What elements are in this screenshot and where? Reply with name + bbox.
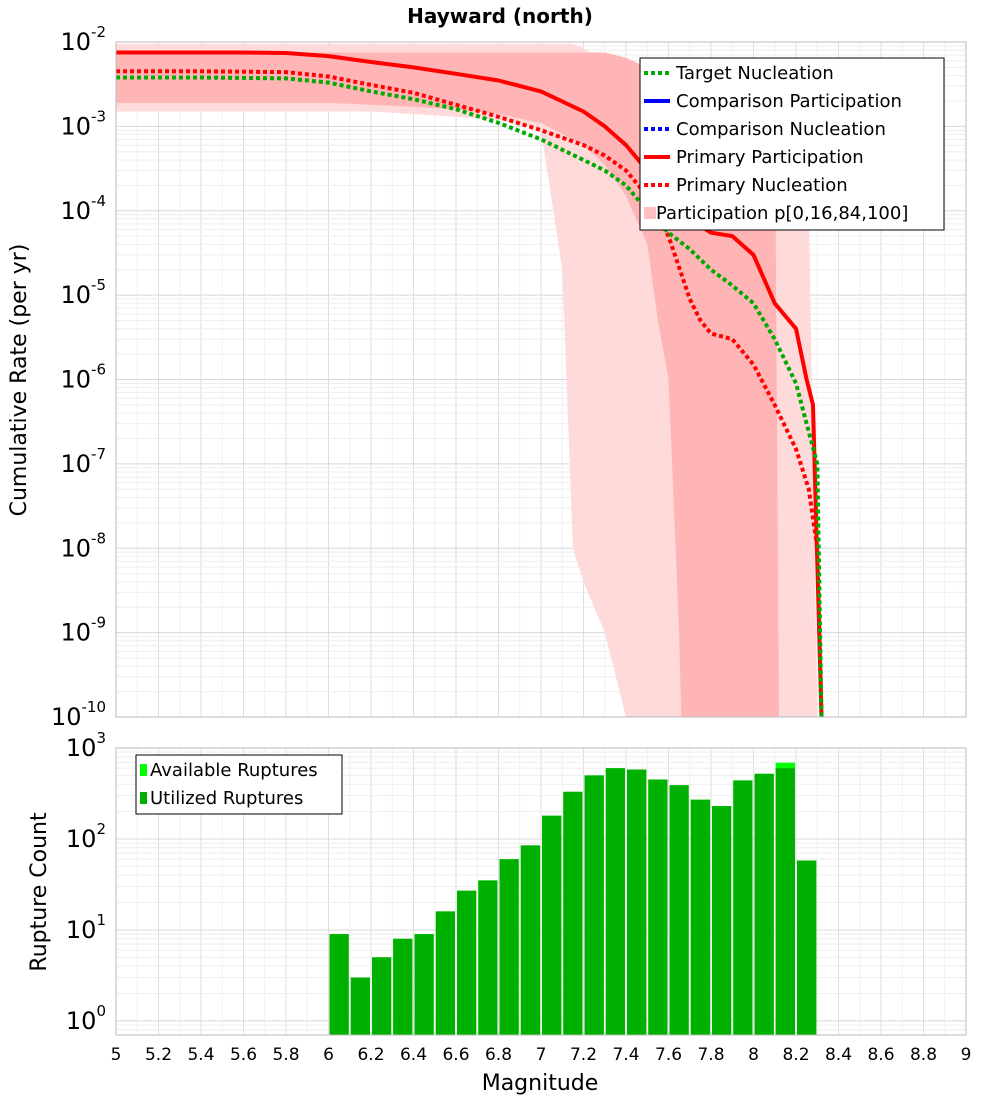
x-tick-label: 6.8 [485, 1045, 512, 1065]
chart-title: Hayward (north) [407, 4, 593, 28]
x-tick-label: 6.6 [442, 1045, 469, 1065]
x-tick-label: 5.4 [187, 1045, 214, 1065]
utilized-rupture-bar [712, 806, 732, 1035]
x-tick-label: 5 [111, 1045, 122, 1065]
x-tick-label: 8 [748, 1045, 759, 1065]
top-y-tick-label: 10-4 [60, 192, 106, 225]
legend-label: Available Ruptures [150, 760, 318, 781]
top-legend-box [639, 57, 945, 231]
legend-label: Comparison Nucleation [676, 119, 886, 140]
utilized-rupture-bar [393, 938, 413, 1035]
top-series-lines [116, 50, 824, 717]
series-line-primary-nucleation [116, 69, 824, 717]
bottom-x-tick-labels: 5 5.2 5.4 5.6 5.8 6 6.2 6.4 6.6 6.8 7 7.2 7.4 7.6 7.8 8… [111, 1045, 972, 1065]
utilized-rupture-bar [499, 859, 519, 1035]
utilized-rupture-bar [372, 957, 392, 1035]
bottom-y-tick-labels: 100 101 102 103 [66, 729, 106, 1035]
bottom-y-tick-label: 101 [66, 911, 106, 944]
top-legend: Target Nucleation Comparison Participatio… [639, 57, 945, 231]
utilized-rupture-bar [605, 768, 625, 1035]
top-y-tick-labels: 10-2 10-3 10-4 10-5 10-6 10-7 10-8 10-9 10-10 [51, 23, 106, 731]
legend-swatch [644, 207, 656, 219]
legend-label: Target Nucleation [675, 63, 834, 84]
bottom-y-tick-label: 103 [66, 729, 106, 762]
utilized-rupture-bar [457, 890, 477, 1035]
utilized-rupture-bar [754, 773, 774, 1035]
bottom-legend: Available Ruptures Utilized Ruptures [135, 754, 343, 815]
x-tick-label: 9 [961, 1045, 972, 1065]
x-tick-label: 8.6 [867, 1045, 894, 1065]
x-tick-label: 5.2 [145, 1045, 172, 1065]
x-tick-label: 6.2 [357, 1045, 384, 1065]
utilized-rupture-bar [648, 779, 668, 1035]
x-tick-label: 5.8 [272, 1045, 299, 1065]
top-y-tick-label: 10-2 [60, 23, 106, 56]
top-y-axis-label: Cumulative Rate (per yr) [7, 244, 32, 517]
top-y-tick-label: 10-3 [60, 107, 106, 140]
top-y-tick-label: 10-8 [60, 529, 106, 562]
top-y-tick-label: 10-9 [60, 614, 106, 647]
x-tick-label: 8.8 [910, 1045, 937, 1065]
utilized-rupture-bar [733, 780, 753, 1035]
series-line-primary-participation [116, 50, 824, 717]
utilized-rupture-bar [329, 934, 349, 1035]
utilized-rupture-bar [584, 775, 604, 1035]
legend-label: Comparison Participation [676, 91, 902, 112]
x-tick-label: 8.2 [782, 1045, 809, 1065]
x-tick-label: 7.6 [655, 1045, 682, 1065]
bottom-plot-frame [115, 747, 967, 1036]
legend-swatch [140, 764, 147, 776]
legend-label: Participation p[0,16,84,100] [656, 203, 908, 224]
x-tick-label: 7.4 [612, 1045, 639, 1065]
top-y-tick-label: 10-10 [51, 698, 106, 731]
bottom-legend-box [135, 754, 343, 815]
legend-label: Utilized Ruptures [150, 788, 303, 809]
legend-label: Primary Nucleation [676, 175, 848, 196]
legend-label: Primary Participation [676, 147, 864, 168]
bottom-bars [329, 762, 817, 1035]
utilized-rupture-bar [520, 845, 541, 1035]
bottom-y-axis-label: Rupture Count [27, 812, 52, 972]
utilized-rupture-bar [690, 799, 711, 1035]
bottom-gridlines [115, 748, 967, 1036]
utilized-rupture-bar [542, 815, 562, 1035]
bottom-y-tick-label: 102 [66, 820, 106, 853]
bottom-y-tick-label: 100 [66, 1002, 106, 1035]
x-tick-label: 7 [536, 1045, 547, 1065]
x-tick-label: 6 [323, 1045, 334, 1065]
utilized-rupture-bar [669, 785, 689, 1035]
top-y-tick-label: 10-5 [60, 276, 106, 309]
top-y-tick-label: 10-6 [60, 361, 106, 394]
x-tick-label: 7.8 [697, 1045, 724, 1065]
x-axis-label: Magnitude [482, 1071, 599, 1096]
top-gridlines [115, 42, 967, 718]
x-tick-label: 8.4 [825, 1045, 852, 1065]
utilized-rupture-bar [435, 911, 455, 1035]
x-tick-label: 6.4 [400, 1045, 427, 1065]
legend-swatch [140, 792, 147, 804]
utilized-rupture-bar [775, 768, 795, 1035]
utilized-rupture-bar [350, 977, 370, 1035]
x-tick-label: 5.6 [230, 1045, 257, 1065]
utilized-rupture-bar [563, 791, 583, 1035]
utilized-rupture-bar [797, 860, 817, 1035]
utilized-rupture-bar [414, 934, 434, 1035]
top-y-tick-label: 10-7 [60, 445, 106, 478]
series-line-target-nucleation [116, 75, 824, 717]
x-tick-label: 7.2 [570, 1045, 597, 1065]
utilized-rupture-bar [627, 769, 647, 1035]
utilized-rupture-bar [478, 880, 498, 1035]
top-plot-frame [115, 41, 967, 718]
